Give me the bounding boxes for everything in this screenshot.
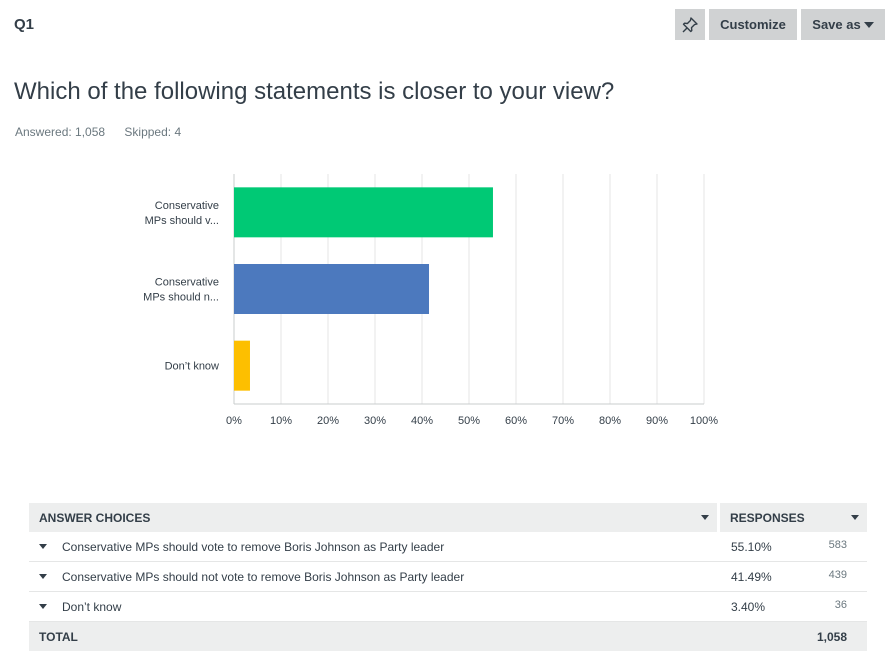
- bar: [234, 264, 430, 314]
- x-tick-label: 0%: [226, 415, 242, 427]
- total-value: 1,058: [816, 629, 847, 644]
- x-tick-label: 90%: [646, 415, 668, 427]
- x-tick-label: 40%: [411, 415, 433, 427]
- response-stats: Answered: 1,058 Skipped: 4: [15, 125, 197, 139]
- category-label: MPs should n...: [143, 292, 219, 304]
- toolbar: Customize Save as: [675, 9, 885, 40]
- response-percent: 41.49%: [731, 569, 772, 584]
- response-count: 583: [828, 538, 847, 551]
- bar: [234, 340, 250, 391]
- response-percent: 3.40%: [731, 599, 766, 614]
- response-count: 36: [834, 598, 847, 611]
- pin-icon: [682, 16, 698, 32]
- sort-caret-icon: [851, 515, 859, 520]
- bar-chart: 0% 10% 20% 30% 40% 50% 60% 70% 80% 90% 100% Conserv…: [120, 170, 730, 440]
- sort-caret-icon: [701, 515, 709, 520]
- table-total-row: TOTAL 1,058: [29, 622, 867, 651]
- answered-count: Answered: 1,058: [15, 125, 106, 139]
- answer-choice: Conservative MPs should vote to remove B…: [29, 540, 723, 554]
- answer-choices-header[interactable]: ANSWER CHOICES: [29, 503, 720, 532]
- answer-choice: Don’t know: [29, 600, 723, 614]
- responses-header-label: RESPONSES: [730, 510, 805, 525]
- bar: [234, 187, 493, 238]
- chart-svg: 0% 10% 20% 30% 40% 50% 60% 70% 80% 90% 100% Conserv…: [143, 174, 718, 427]
- expand-caret-icon[interactable]: [39, 574, 47, 579]
- category-label: Conservative: [155, 277, 219, 289]
- x-tick-label: 100%: [690, 415, 718, 427]
- x-tick-label: 10%: [270, 415, 292, 427]
- answer-choices-header-label: ANSWER CHOICES: [39, 510, 151, 525]
- question-label: Q1: [14, 16, 35, 33]
- response-percent: 55.10%: [731, 539, 772, 554]
- answer-choice-label: Conservative MPs should not vote to remo…: [62, 569, 465, 584]
- save-as-label: Save as: [812, 17, 861, 32]
- category-label: Conservative: [155, 200, 219, 212]
- total-label: TOTAL: [39, 629, 78, 644]
- results-table: ANSWER CHOICES RESPONSES Conservative MP…: [29, 503, 867, 651]
- x-tick-label: 60%: [505, 415, 527, 427]
- x-tick-label: 20%: [317, 415, 339, 427]
- x-tick-label: 30%: [364, 415, 386, 427]
- response-count: 439: [828, 568, 847, 581]
- answer-choice: Conservative MPs should not vote to remo…: [29, 570, 723, 584]
- responses-header[interactable]: RESPONSES: [720, 503, 867, 532]
- table-header: ANSWER CHOICES RESPONSES: [29, 503, 867, 532]
- table-row: Don’t know 3.40% 36: [29, 592, 867, 622]
- skipped-count: Skipped: 4: [124, 125, 182, 139]
- chevron-down-icon: [863, 21, 874, 28]
- customize-button[interactable]: Customize: [709, 9, 797, 40]
- answer-choice-label: Don’t know: [62, 599, 122, 614]
- category-label: Don’t know: [165, 361, 219, 373]
- x-tick-label: 50%: [458, 415, 480, 427]
- x-tick-label: 70%: [552, 415, 574, 427]
- pin-button[interactable]: [675, 9, 705, 40]
- table-row: Conservative MPs should vote to remove B…: [29, 532, 867, 562]
- expand-caret-icon[interactable]: [39, 544, 47, 549]
- x-tick-label: 80%: [599, 415, 621, 427]
- table-row: Conservative MPs should not vote to remo…: [29, 562, 867, 592]
- save-as-button[interactable]: Save as: [801, 9, 885, 40]
- category-label: MPs should v...: [145, 215, 219, 227]
- question-title: Which of the following statements is clo…: [14, 78, 615, 105]
- answer-choice-label: Conservative MPs should vote to remove B…: [62, 539, 445, 554]
- expand-caret-icon[interactable]: [39, 604, 47, 609]
